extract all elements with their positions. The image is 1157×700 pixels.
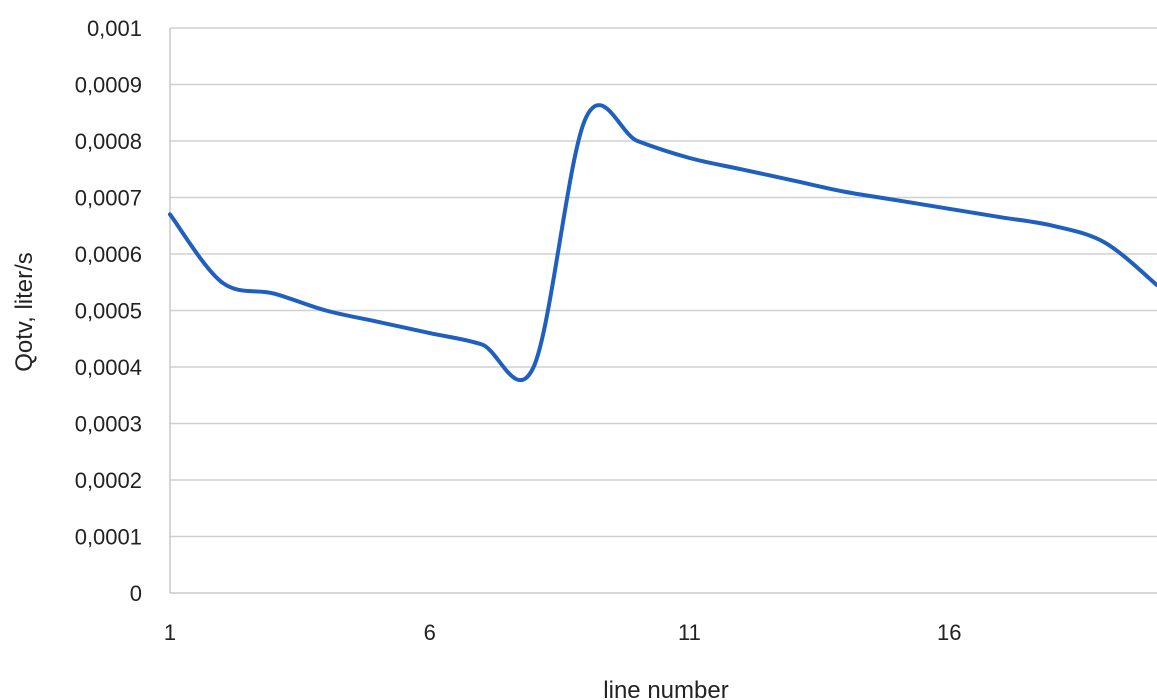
y-tick-label: 0,0006 [75, 242, 142, 267]
data-point [376, 320, 380, 324]
data-point [1103, 240, 1107, 245]
x-axis-title: line number [603, 677, 728, 700]
data-point [635, 139, 640, 143]
data-point [739, 167, 744, 172]
y-axis-ticks: 0 0,0001 0,0002 0,0003 0,0004 0,0005 0,0006 0,0… [75, 16, 142, 606]
series-layer [168, 103, 1157, 383]
data-point [324, 308, 328, 313]
data-point [895, 198, 900, 203]
y-tick-label: 0,001 [87, 16, 142, 41]
x-axis-ticks: 1 6 11 16 [164, 620, 962, 645]
data-point [531, 365, 536, 369]
y-tick-label: 0,0002 [75, 468, 142, 493]
axes [169, 28, 1157, 594]
y-tick-label: 0,0005 [75, 299, 142, 324]
y-axis-title: Qotv, liter/s [11, 252, 38, 372]
x-tick-label: 1 [164, 620, 176, 645]
data-point [272, 291, 276, 296]
x-tick-label: 11 [678, 620, 701, 645]
series-line [168, 103, 1157, 383]
data-point [687, 156, 692, 160]
y-tick-label: 0 [130, 581, 142, 606]
y-tick-label: 0,0008 [75, 129, 142, 154]
y-tick-label: 0,0001 [75, 525, 142, 550]
data-point [843, 190, 848, 194]
data-point [1051, 224, 1055, 228]
y-tick-label: 0,0007 [75, 186, 142, 211]
data-point [583, 116, 588, 121]
data-point [479, 342, 484, 347]
x-tick-label: 16 [937, 620, 961, 645]
gridlines [170, 27, 1157, 538]
data-point [791, 178, 796, 183]
x-tick-label: 6 [424, 620, 436, 645]
data-point [427, 331, 432, 335]
data-point [168, 212, 172, 217]
data-point [947, 207, 951, 211]
data-point [999, 215, 1003, 220]
y-tick-label: 0,0009 [75, 73, 142, 98]
y-tick-label: 0,0004 [75, 355, 142, 380]
y-tick-label: 0,0003 [75, 412, 142, 437]
data-point [220, 280, 224, 285]
